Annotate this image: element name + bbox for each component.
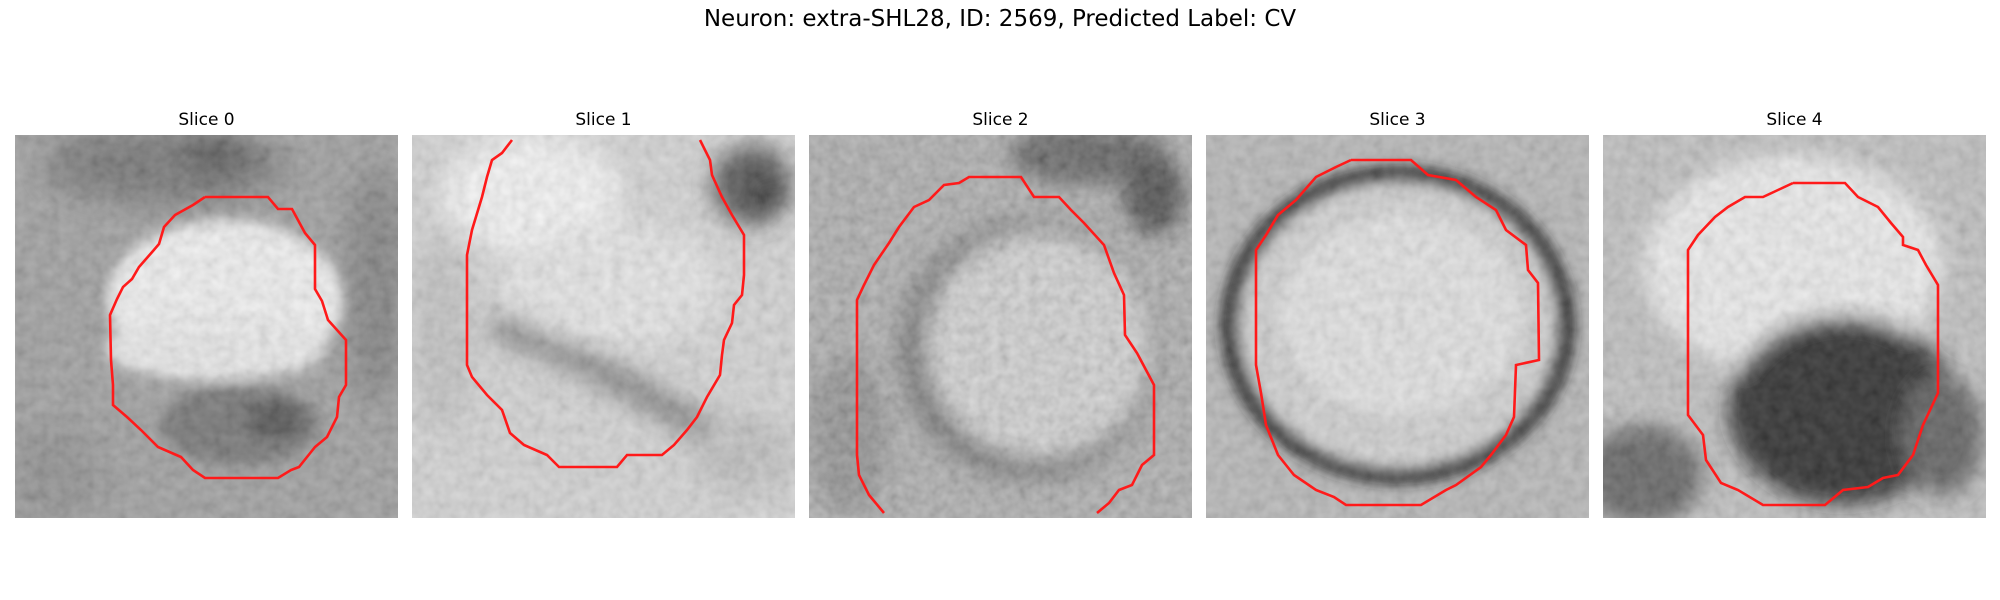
segmentation-contour [465,139,746,469]
slice-title: Slice 1 [575,110,632,130]
slice-panel-2: Slice 2 [809,0,1192,600]
slice-panel-4: Slice 4 [1603,0,1986,600]
segmentation-contour [108,195,348,480]
segmentation-contour [1254,158,1541,507]
slice-title: Slice 4 [1766,110,1823,130]
slice-image-1 [412,135,795,518]
figure-title: Neuron: extra-SHL28, ID: 2569, Predicted… [703,6,1297,32]
slice-title: Slice 0 [178,110,235,130]
segmentation-contour [855,175,1156,514]
slice-image-0 [15,135,398,518]
segmentation-contour [1686,181,1940,507]
slice-panel-3: Slice 3 [1206,0,1589,600]
slice-panel-1: Slice 1 [412,0,795,600]
slice-panel-0: Slice 0 [15,0,398,600]
slice-title: Slice 2 [972,110,1029,130]
slice-title: Slice 3 [1369,110,1426,130]
slice-image-4 [1603,135,1986,518]
slice-image-3 [1206,135,1589,518]
slice-image-2 [809,135,1192,518]
